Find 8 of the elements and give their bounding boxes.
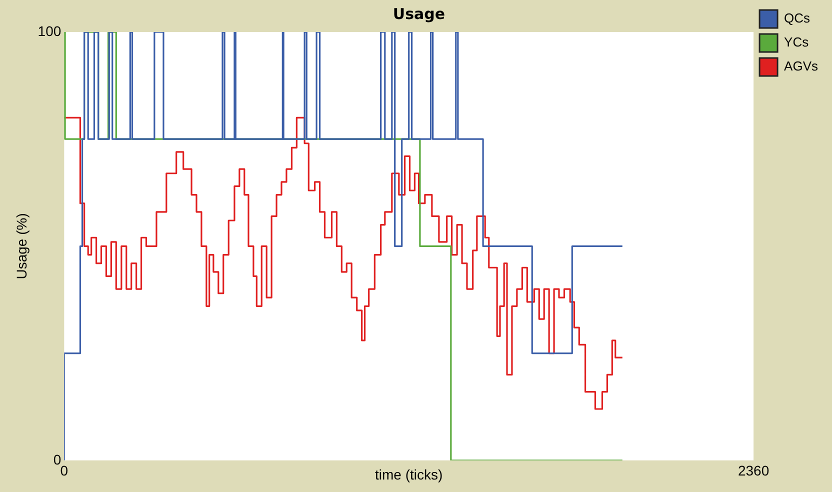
legend-label: AGVs — [784, 58, 818, 74]
legend-label: QCs — [784, 10, 811, 26]
y-tick-label: 100 — [38, 22, 62, 39]
x-axis-title: time (ticks) — [375, 466, 443, 482]
chart-title: Usage — [392, 4, 446, 23]
y-axis-title: Usage (%) — [13, 213, 30, 280]
legend-label: YCs — [784, 34, 810, 50]
x-tick-label: 2360 — [738, 462, 770, 479]
